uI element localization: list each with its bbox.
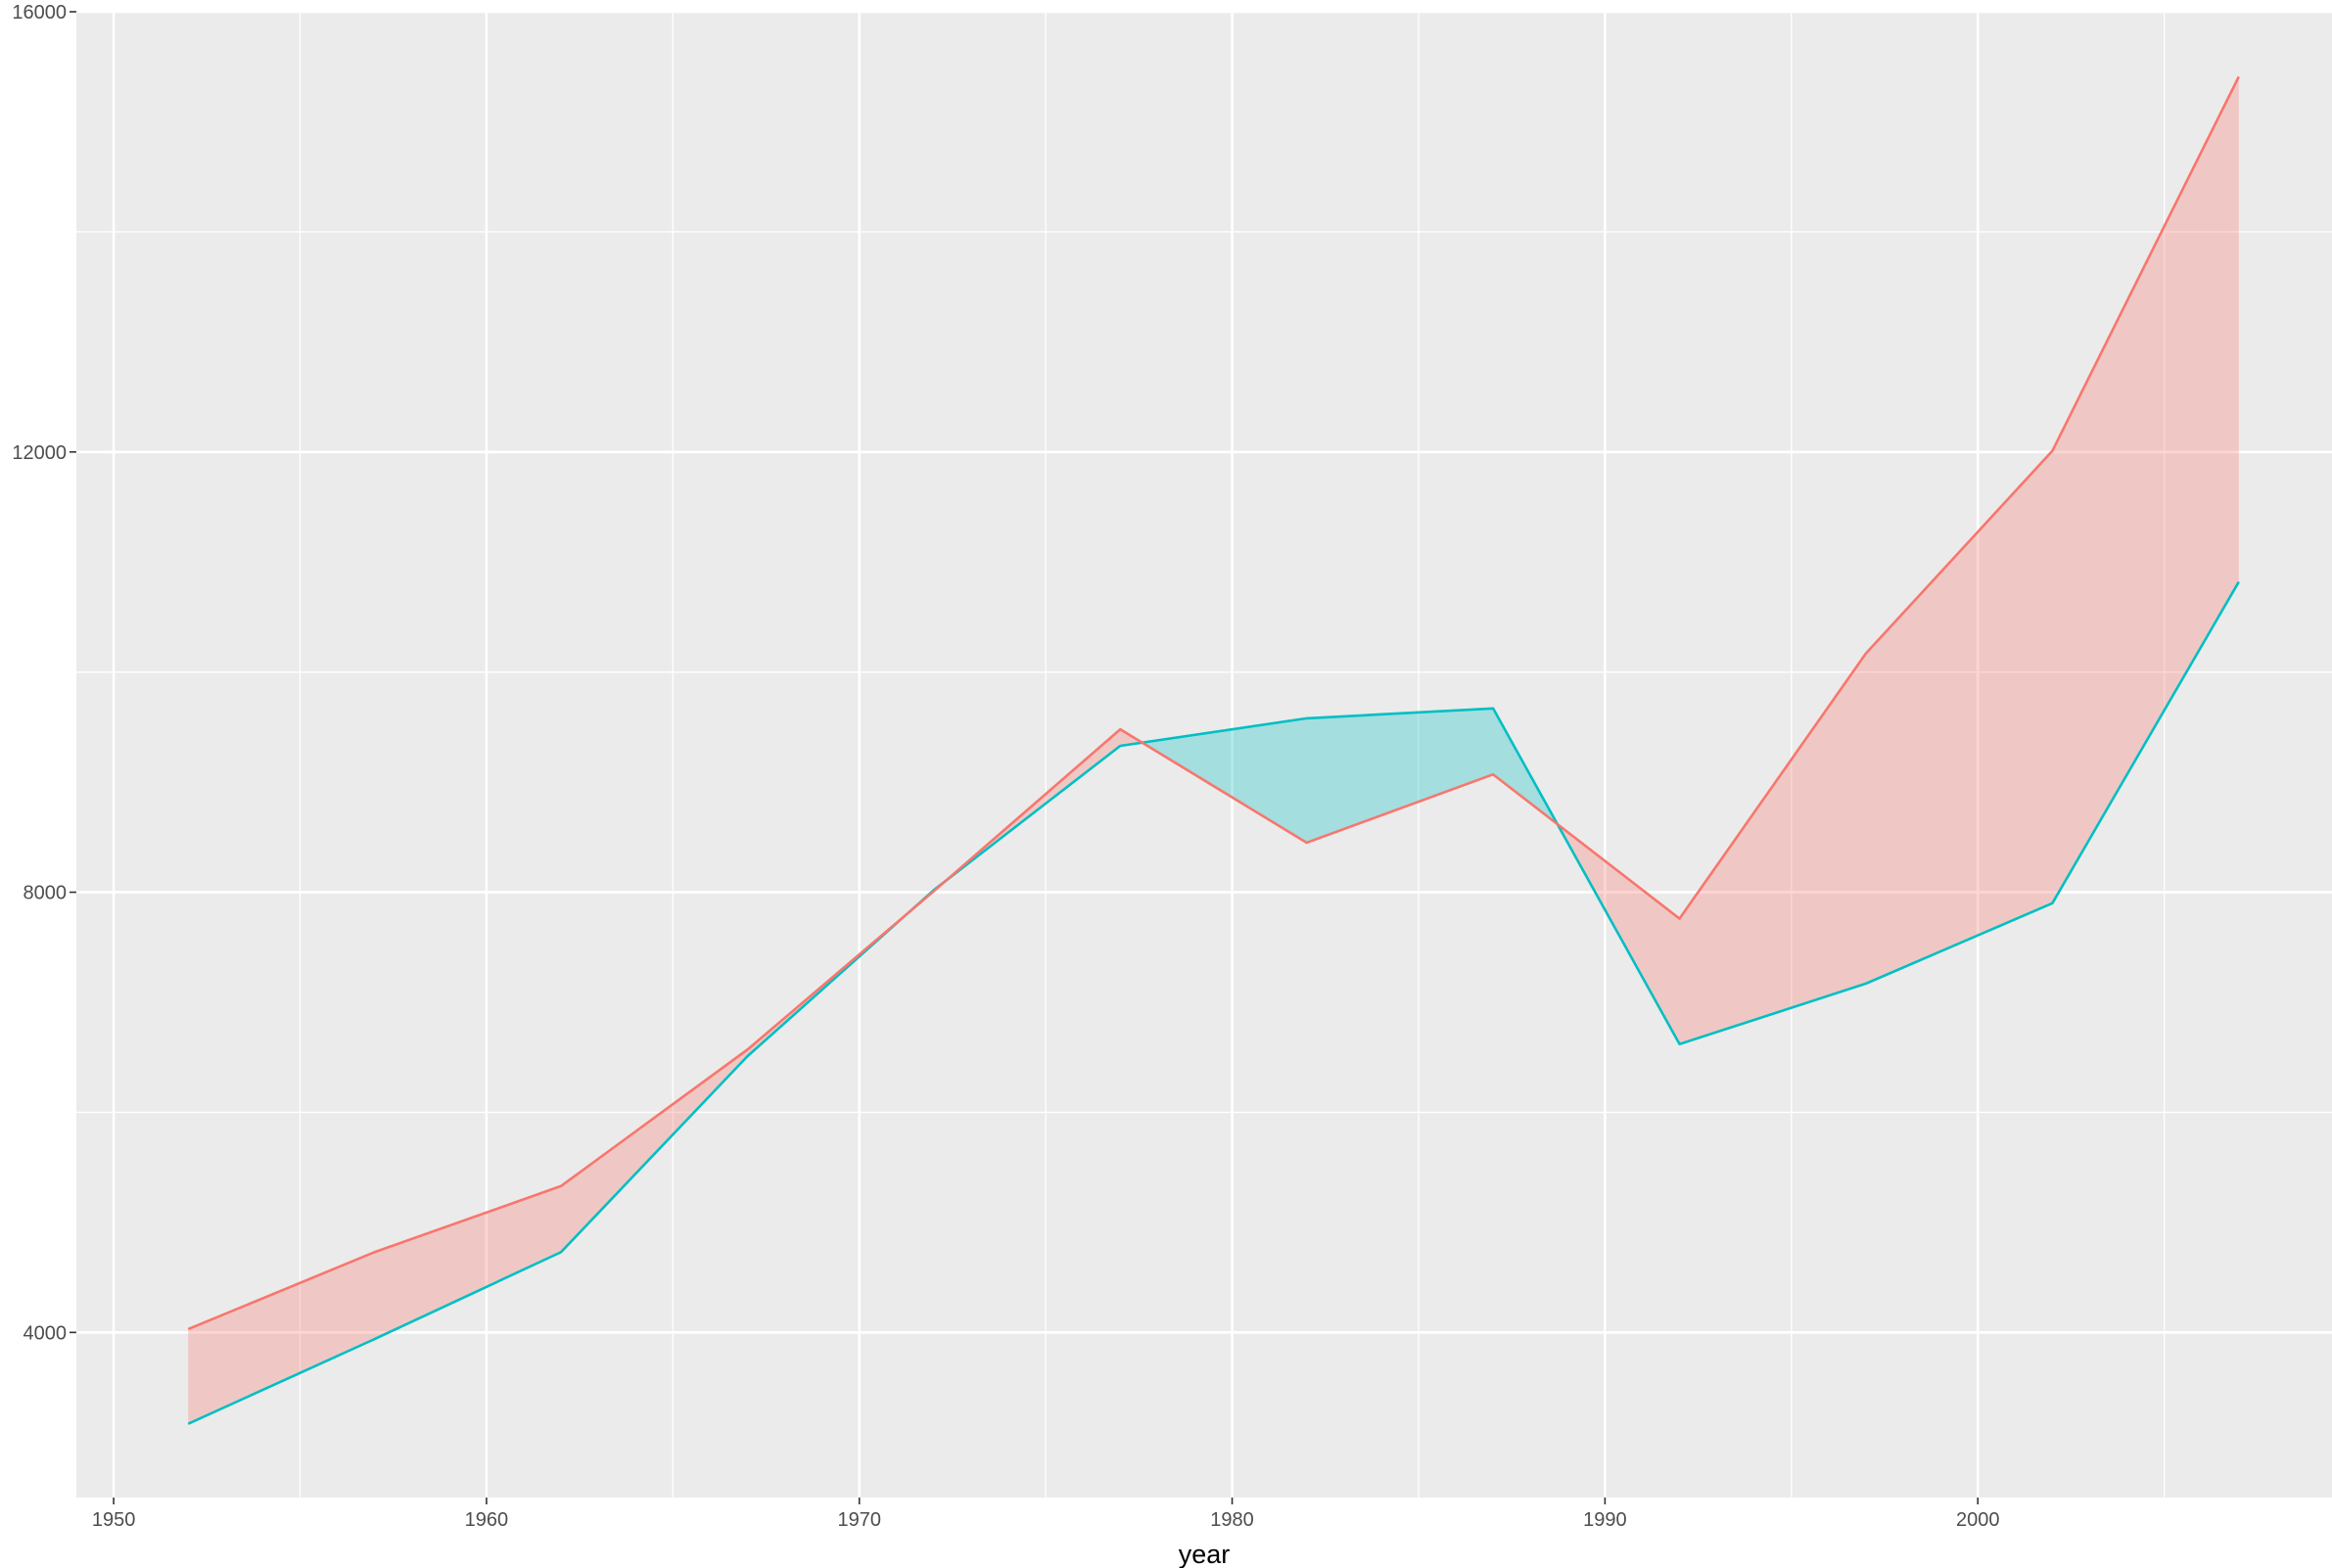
minor-gridlines: [76, 12, 2332, 1498]
ribbon-segment: [374, 1185, 562, 1340]
y-tick-label: 8000: [23, 883, 68, 904]
x-tick-label: 1950: [92, 1509, 136, 1531]
ribbon-segment: [1679, 653, 1866, 1044]
ribbon-segment: [2052, 76, 2239, 903]
x-tick-label: 2000: [1956, 1509, 2000, 1531]
ribbon-segment: [1306, 708, 1494, 843]
ribbon-segment: [188, 1252, 375, 1424]
x-tick-label: 1980: [1210, 1509, 1254, 1531]
x-tick-label: 1970: [837, 1509, 881, 1531]
x-tick-label: 1960: [465, 1509, 509, 1531]
plot-panel: [76, 12, 2332, 1498]
axis-ticks: [70, 11, 1980, 1504]
series-line-1: [187, 75, 2240, 1331]
series-lines: [187, 75, 2240, 1425]
major-gridlines: [76, 10, 2332, 1498]
y-tick-label: 12000: [12, 442, 67, 464]
x-axis-title: year: [1179, 1540, 1231, 1568]
ribbon-segment: [1865, 450, 2053, 984]
y-tick-label: 16000: [12, 2, 67, 23]
series-line-2: [187, 580, 2240, 1425]
x-tick-label: 1990: [1583, 1509, 1627, 1531]
difference-ribbons: [188, 76, 2239, 1424]
y-tick-label: 4000: [23, 1322, 68, 1344]
ribbon-segment: [1142, 717, 1307, 843]
axis-tick-labels: 1950 1960 1970 1980 1990 2000 4000 8000 12000 160…: [12, 2, 1999, 1531]
